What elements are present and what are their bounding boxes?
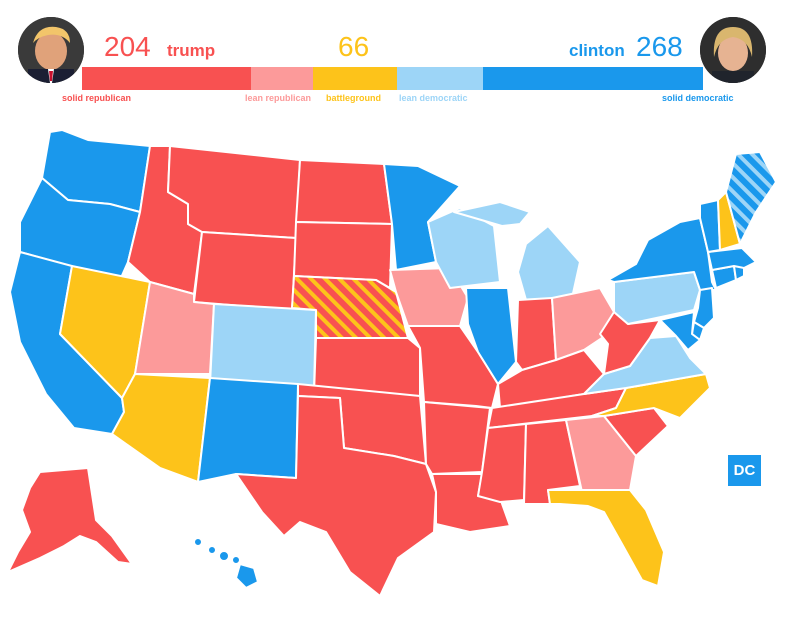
solid-republican-bar [82, 67, 251, 90]
lean-democratic-label: lean democratic [399, 93, 468, 103]
solid-republican-label: solid republican [62, 93, 132, 103]
clinton-name-label: clinton [569, 41, 625, 60]
clinton-avatar [700, 17, 766, 83]
solid-democratic-bar [483, 67, 703, 90]
battleground-count: 66 [338, 31, 370, 62]
state-alaska[interactable] [7, 467, 133, 573]
trump-electoral-count: 204 [104, 31, 151, 62]
state-maine[interactable] [725, 151, 777, 245]
state-ohio[interactable] [551, 287, 615, 361]
lean-republican-label: lean republican [245, 93, 312, 103]
state-florida[interactable] [547, 489, 665, 587]
battleground-label: battleground [326, 93, 381, 103]
lean-republican-bar [251, 67, 313, 90]
state-new-york[interactable] [607, 217, 717, 291]
dc-label: DC [733, 462, 756, 479]
state-hawaii[interactable] [193, 537, 259, 589]
state-colorado[interactable] [209, 303, 317, 391]
race-header: 204 trump 66 clinton 268 solid republica… [0, 0, 785, 110]
dc-marker[interactable]: DC [728, 455, 761, 486]
trump-portrait-icon [18, 17, 84, 83]
state-wyoming[interactable] [193, 231, 297, 311]
clinton-portrait-icon [700, 17, 766, 83]
solid-democratic-label: solid democratic [662, 93, 734, 103]
state-massachusetts[interactable] [707, 247, 757, 271]
clinton-electoral-count: 268 [636, 31, 683, 62]
state-north-carolina[interactable] [591, 373, 711, 419]
state-maryland[interactable] [659, 311, 701, 351]
state-texas[interactable] [235, 395, 437, 597]
lean-democratic-bar [397, 67, 483, 90]
trump-avatar [18, 17, 84, 83]
state-vermont[interactable] [699, 199, 721, 253]
states-map [7, 129, 777, 597]
state-arkansas[interactable] [423, 401, 491, 475]
state-wisconsin[interactable] [427, 207, 501, 289]
us-electoral-map: DC [0, 112, 785, 621]
state-north-dakota[interactable] [295, 159, 393, 225]
battleground-bar [313, 67, 397, 90]
state-indiana[interactable] [515, 297, 557, 371]
state-montana[interactable] [167, 145, 301, 239]
trump-name-label: trump [167, 41, 216, 60]
state-arizona[interactable] [111, 373, 211, 483]
state-new-mexico[interactable] [197, 377, 299, 483]
